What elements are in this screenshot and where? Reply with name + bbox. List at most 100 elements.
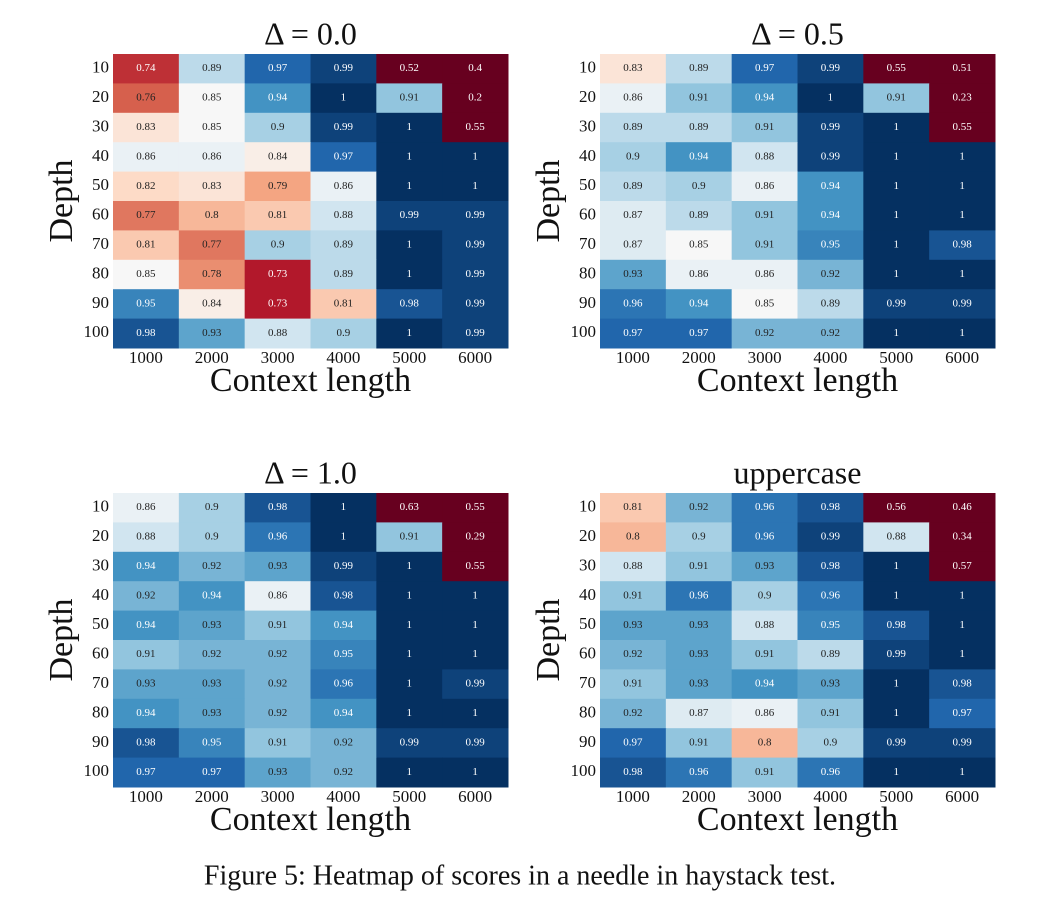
heatmap-cell xyxy=(665,289,733,320)
y-tick-label: 50 xyxy=(92,175,109,194)
heatmap-cell xyxy=(178,54,246,84)
cell-label: 0.93 xyxy=(821,678,841,690)
heatmap-cell xyxy=(442,640,509,670)
heatmap-cell xyxy=(178,669,246,700)
heatmap-cell xyxy=(731,318,798,349)
heatmap-cell xyxy=(244,698,311,729)
heatmap-cell xyxy=(797,201,864,231)
cell-label: 1 xyxy=(894,239,900,251)
cell-label: 0.92 xyxy=(821,327,840,339)
cell-label: 0.85 xyxy=(689,239,709,251)
cell-label: 0.96 xyxy=(268,531,288,543)
cell-label: 0.93 xyxy=(689,648,709,660)
cell-label: 0.91 xyxy=(755,121,774,133)
cell-label: 0.55 xyxy=(465,501,485,513)
heatmap-cell xyxy=(310,669,377,700)
cell-label: 0.95 xyxy=(334,648,354,660)
heatmap-cell xyxy=(376,728,443,759)
cell-label: 0.9 xyxy=(692,531,706,543)
cell-label: 0.92 xyxy=(202,648,221,660)
heatmap-cell xyxy=(376,757,443,788)
heatmap-cell xyxy=(113,112,180,143)
cell-label: 1 xyxy=(894,268,900,280)
cell-label: 0.94 xyxy=(689,150,709,162)
cell-label: 0.86 xyxy=(689,268,709,280)
heatmap-cell xyxy=(665,493,733,523)
cell-label: 0.77 xyxy=(202,239,222,251)
x-tick-label: 4000 xyxy=(813,348,847,367)
cell-label: 0.93 xyxy=(268,766,288,778)
cell-label: 0.89 xyxy=(334,239,354,251)
heatmap-cell xyxy=(797,610,864,641)
cell-label: 1 xyxy=(472,589,478,601)
cell-label: 0.99 xyxy=(465,297,485,309)
heatmap-cell xyxy=(600,640,667,670)
heatmap-cell xyxy=(797,230,864,261)
cell-label: 1 xyxy=(894,121,900,133)
cell-label: 0.86 xyxy=(755,707,775,719)
heatmap-cell xyxy=(113,230,180,261)
cell-label: 0.93 xyxy=(202,327,222,339)
y-axis-label: Depth xyxy=(530,159,567,242)
cell-label: 0.87 xyxy=(623,209,643,221)
cell-label: 0.94 xyxy=(755,92,775,104)
cell-label: 0.86 xyxy=(202,150,222,162)
cell-label: 0.55 xyxy=(887,62,907,74)
heatmap-cell xyxy=(244,610,311,641)
cell-label: 0.99 xyxy=(334,121,354,133)
heatmap-cell xyxy=(863,142,930,173)
heatmap-cell xyxy=(863,669,930,700)
y-tick-label: 50 xyxy=(579,614,596,633)
chart-title: uppercase xyxy=(734,454,862,490)
heatmap-cell xyxy=(797,551,864,582)
cell-label: 0.94 xyxy=(268,92,288,104)
heatmap-cell xyxy=(376,54,443,84)
y-tick-label: 10 xyxy=(92,58,109,77)
cell-label: 0.99 xyxy=(465,678,485,690)
cell-label: 0.83 xyxy=(623,62,643,74)
heatmap-cell xyxy=(113,318,180,349)
cell-label: 1 xyxy=(472,150,478,162)
cell-label: 0.55 xyxy=(952,121,972,133)
cell-label: 0.34 xyxy=(952,531,972,543)
cell-label: 0.91 xyxy=(268,736,287,748)
cell-label: 0.8 xyxy=(205,209,219,221)
heatmap-cell xyxy=(665,610,733,641)
heatmap-cell xyxy=(797,757,864,788)
heatmap-cell xyxy=(665,83,733,114)
chart-title: Δ = 0.5 xyxy=(751,15,844,51)
heatmap-cell xyxy=(442,318,509,349)
heatmap-cell xyxy=(929,171,996,202)
heatmap-cell xyxy=(442,522,509,553)
cell-label: 1 xyxy=(894,589,900,601)
y-tick-label: 20 xyxy=(579,87,596,106)
heatmap-cell xyxy=(310,522,377,553)
cell-label: 0.97 xyxy=(689,327,709,339)
x-tick-label: 2000 xyxy=(195,348,229,367)
cell-label: 1 xyxy=(341,92,347,104)
heatmap-cell xyxy=(863,551,930,582)
heatmap-cell xyxy=(600,698,667,729)
cell-label: 0.57 xyxy=(952,560,972,572)
cell-label: 0.73 xyxy=(268,297,288,309)
cell-label: 0.91 xyxy=(755,766,774,778)
heatmap-cell xyxy=(665,522,733,553)
cell-label: 1 xyxy=(407,619,413,631)
y-tick-label: 90 xyxy=(92,293,109,312)
y-tick-label: 10 xyxy=(579,58,596,77)
heatmap-cell xyxy=(310,54,377,84)
y-tick-label: 80 xyxy=(92,263,109,282)
heatmap-cell xyxy=(929,83,996,114)
heatmap-cell xyxy=(244,757,311,788)
x-axis-label: Context length xyxy=(210,362,411,399)
cell-label: 1 xyxy=(959,327,965,339)
cell-label: 0.95 xyxy=(821,239,841,251)
cell-label: 0.76 xyxy=(136,92,156,104)
x-tick-label: 5000 xyxy=(879,348,913,367)
heatmap-cell xyxy=(929,757,996,788)
y-tick-label: 50 xyxy=(579,175,596,194)
cell-label: 1 xyxy=(472,707,478,719)
cell-label: 1 xyxy=(894,678,900,690)
cell-label: 1 xyxy=(407,268,413,280)
